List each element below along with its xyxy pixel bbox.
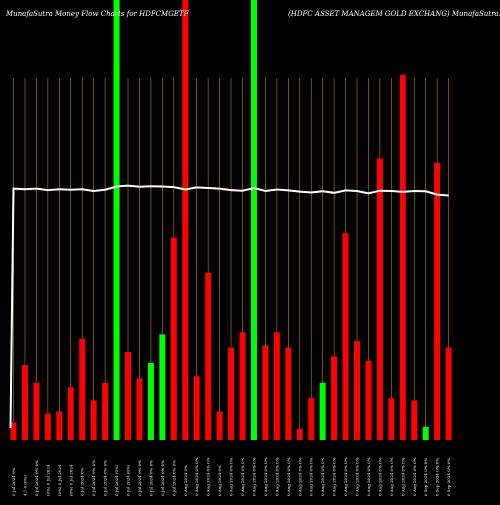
x-tick-label: 0 Jul 2024 0% 0% <box>148 460 153 496</box>
x-tick-label: 0 Jul 2024 0% 0% <box>34 460 39 496</box>
x-tick-label: 0 Aug 2024 0% 0% <box>251 457 256 496</box>
money-flow-bar <box>182 0 189 440</box>
x-tick-label: 0 Jul 2024 (0%) <box>126 464 131 496</box>
x-tick-label: 0 Aug 2024 0% 0% <box>286 457 291 496</box>
x-tick-label: 0 Aug 2024 0% 0% <box>240 457 245 496</box>
money-flow-bar <box>113 0 120 440</box>
x-tick-label: 0 Jul 2024 0% 0% <box>103 460 108 496</box>
x-tick-label: 0 Sep 2024 0% 0% <box>423 458 428 496</box>
money-flow-bar <box>434 162 441 441</box>
x-tick-label: 0 Aug 2024 0% 0% <box>309 457 314 496</box>
chart-title-left: MunafaSutra Money Flow Charts for HDFCMG… <box>5 10 190 18</box>
bar-series <box>10 0 452 441</box>
money-flow-bar <box>273 332 280 440</box>
money-flow-bar <box>354 341 360 440</box>
x-tick-label: 0 Jul 2024 0% <box>11 467 16 496</box>
money-flow-bar <box>308 398 315 440</box>
x-tick-label: 0 Jul 2024 0% 0% <box>91 460 96 496</box>
x-tick-label: 0 Jul 2024 0% 0% <box>137 460 142 496</box>
x-tick-label: 0 Aug 2024 0% 0% <box>389 457 394 496</box>
money-flow-bar <box>285 347 292 440</box>
x-tick-label: 0 Jul 2024 (0%) <box>114 464 119 496</box>
money-flow-bar <box>331 356 338 440</box>
money-flow-bar <box>319 382 326 440</box>
x-tick-label: (0%) 0 Jul 2024 <box>45 464 50 496</box>
x-tick-label: 0 Jul 2024 0% 0% <box>171 460 176 496</box>
x-tick-label: 0 Jul 2024 0% <box>80 467 85 496</box>
chart-title-right: (HDFC ASSET MANAGEM GOLD EXCHANG) Munafa… <box>288 10 500 18</box>
x-tick-label: 0 Aug 2024 0% 0% <box>366 457 371 496</box>
x-tick-label: 0 Aug 2024 0% <box>183 465 188 496</box>
money-flow-bar <box>33 382 40 440</box>
money-flow-bar <box>228 347 235 440</box>
x-tick-label: 0 Aug 2024 0% <box>217 465 222 496</box>
money-flow-bar <box>125 352 131 440</box>
money-flow-bar <box>205 272 212 440</box>
money-flow-bar <box>445 347 452 440</box>
money-flow-bar <box>102 382 109 440</box>
money-flow-bar <box>411 400 418 440</box>
money-flow-bar <box>262 345 269 440</box>
x-tick-label: (0%) 0 Jul 2024 <box>68 464 73 496</box>
money-flow-bar <box>239 332 246 440</box>
money-flow-bar <box>21 365 28 440</box>
x-tick-label: 0 Aug 2024 0% 0% <box>297 457 302 496</box>
money-flow-bar <box>365 360 372 440</box>
money-flow-bar <box>147 363 154 440</box>
x-tick-label: 0 Aug 2024 0% 0% <box>343 457 348 496</box>
x-tick-label: 0 Sep 2024 0% 0% <box>446 458 451 496</box>
x-tick-labels: 0 Jul 2024 0% 4.1 0 (0%) 0 Jul 2024 0% 0% (… <box>11 457 451 496</box>
money-flow-bar <box>67 387 74 440</box>
money-flow-bar <box>296 429 303 440</box>
money-flow-bar <box>159 334 166 440</box>
money-flow-bar <box>342 233 349 440</box>
money-flow-bar <box>56 411 63 440</box>
money-flow-bar <box>170 237 177 440</box>
x-tick-label: 0 Aug 2024 0% 0% <box>263 457 268 496</box>
money-flow-bar <box>250 0 257 440</box>
money-flow-bar <box>399 74 406 441</box>
x-tick-label: 0 Aug 2024 0% 0% <box>194 457 199 496</box>
money-flow-bar <box>10 422 17 440</box>
money-flow-bar <box>376 158 383 440</box>
x-tick-label: 0 Aug 2024 0% 0% <box>377 457 382 496</box>
x-tick-label: 4.1 0 (0%) <box>22 475 27 496</box>
money-flow-bar <box>44 413 51 440</box>
money-flow-bar <box>216 411 223 440</box>
x-tick-label: (0%) 0 Jul 2024 <box>57 464 62 496</box>
price-line <box>9 184 449 429</box>
x-tick-label: 0 Aug 2024 0% 0% <box>332 457 337 496</box>
money-flow-bar <box>79 338 86 440</box>
money-flow-bar <box>388 398 395 440</box>
x-tick-label: 0 Aug 2024 0% 0% <box>412 457 417 496</box>
x-tick-label: 0 Jul 2024 0% 0% <box>160 460 165 496</box>
money-flow-bar <box>422 426 429 440</box>
money-flow-bar <box>136 378 143 440</box>
money-flow-bar <box>193 376 200 440</box>
x-tick-label: 0 Aug 2024 0% 0% <box>320 457 325 496</box>
x-tick-label: 0 Sep 2024 0% 0% <box>435 458 440 496</box>
x-tick-label: 0 Aug 2024 0% 0% <box>229 457 234 496</box>
x-tick-label: 0 Aug 2024 0% 0% <box>355 457 360 496</box>
money-flow-bar <box>90 400 97 440</box>
x-tick-label: 0 Aug 2024 0% 0% <box>274 457 279 496</box>
x-tick-label: 0 Aug 2024 0% 0% <box>206 457 211 496</box>
x-tick-label: 0 Aug 2024 0% 0% <box>400 457 405 496</box>
